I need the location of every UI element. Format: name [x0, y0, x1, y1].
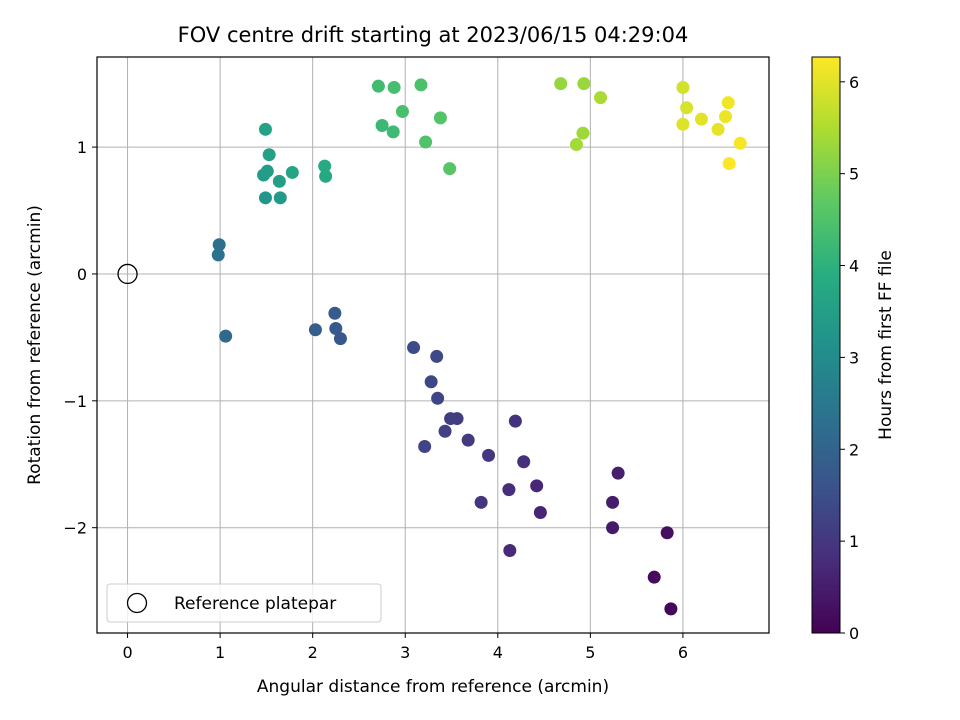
data-point	[272, 174, 286, 188]
data-point	[718, 110, 732, 124]
data-point	[517, 455, 531, 469]
chart-title: FOV centre drift starting at 2023/06/15 …	[178, 23, 689, 47]
data-point	[260, 164, 274, 178]
data-point	[711, 122, 725, 136]
data-point	[328, 306, 342, 320]
data-point	[333, 332, 347, 346]
data-point	[502, 483, 516, 497]
colorbar-ticks: 0 1 2 3 4 5 6	[840, 73, 859, 643]
data-point	[722, 157, 736, 171]
data-point	[606, 521, 620, 535]
x-tick-label: 4	[493, 643, 503, 662]
data-point	[285, 165, 299, 179]
y-tick-label: 0	[77, 265, 87, 284]
grid-lines	[97, 57, 769, 633]
data-point	[329, 322, 343, 336]
colorbar-tick-label: 0	[849, 624, 859, 643]
data-point	[660, 526, 674, 540]
data-point	[258, 122, 272, 136]
x-tick-label: 2	[308, 643, 318, 662]
data-point	[211, 248, 225, 262]
data-point	[430, 349, 444, 363]
data-point	[503, 544, 517, 558]
data-point	[733, 136, 747, 150]
colorbar-label: Hours from first FF file	[876, 250, 896, 440]
reference-point	[117, 263, 138, 285]
data-point	[533, 505, 547, 519]
colorbar-tick-label: 3	[849, 348, 859, 367]
colorbar: 0 1 2 3 4 5 6 Hours from first FF file	[811, 56, 896, 643]
data-point	[569, 138, 583, 152]
data-point	[419, 135, 433, 149]
data-point	[273, 191, 287, 205]
legend-reference-label: Reference platepar	[174, 594, 336, 614]
data-point	[508, 414, 522, 428]
data-point	[721, 96, 735, 110]
data-point	[443, 162, 457, 176]
data-point	[375, 119, 389, 133]
colorbar-gradient	[811, 56, 841, 634]
data-points	[211, 77, 747, 616]
data-point	[262, 148, 276, 162]
data-point	[606, 495, 620, 509]
x-tick-label: 6	[678, 643, 688, 662]
y-axis-ticks: −2 −1 0 1	[63, 138, 97, 538]
x-axis-ticks: 0 1 2 3 4 5 6	[122, 633, 688, 662]
data-point	[554, 77, 568, 91]
y-axis-label: Rotation from reference (arcmin)	[25, 205, 45, 485]
data-point	[318, 159, 332, 173]
data-point	[482, 448, 496, 462]
colorbar-tick-label: 5	[849, 165, 859, 184]
data-point	[387, 80, 401, 94]
y-tick-label: −2	[63, 519, 87, 538]
legend-box	[106, 583, 382, 623]
data-point	[212, 238, 226, 252]
data-point	[664, 602, 678, 616]
data-point	[308, 323, 322, 337]
data-point	[676, 117, 690, 131]
x-tick-label: 5	[585, 643, 595, 662]
colorbar-tick-label: 1	[849, 532, 859, 551]
data-point	[530, 479, 544, 493]
data-point	[414, 78, 428, 92]
x-tick-label: 1	[215, 643, 225, 662]
data-point	[371, 79, 385, 93]
data-point	[433, 111, 447, 125]
data-point	[676, 80, 690, 94]
x-tick-label: 0	[122, 643, 132, 662]
y-tick-label: 1	[77, 138, 87, 157]
data-point	[694, 112, 708, 126]
data-point	[431, 391, 445, 405]
data-point	[577, 77, 591, 91]
colorbar-tick-label: 4	[849, 257, 859, 276]
reference-marker	[117, 263, 138, 285]
data-point	[386, 125, 400, 139]
data-point	[219, 329, 233, 343]
legend: Reference platepar	[106, 583, 382, 623]
x-axis-label: Angular distance from reference (arcmin)	[257, 677, 609, 697]
colorbar-tick-label: 6	[849, 73, 859, 92]
data-point	[407, 341, 421, 355]
data-point	[594, 91, 608, 105]
data-point	[444, 412, 458, 426]
data-point	[424, 375, 438, 389]
legend-reference-marker	[126, 592, 148, 614]
data-point	[438, 424, 452, 438]
data-point	[680, 101, 694, 115]
colorbar-tick-label: 2	[849, 440, 859, 459]
data-point	[474, 495, 488, 509]
data-point	[576, 126, 590, 140]
data-point	[611, 466, 625, 480]
data-point	[258, 191, 272, 205]
plot-frame	[96, 56, 770, 634]
data-point	[418, 439, 432, 453]
data-point	[461, 433, 475, 447]
data-point	[395, 105, 409, 119]
x-tick-label: 3	[400, 643, 410, 662]
y-tick-label: −1	[63, 392, 87, 411]
data-point	[647, 570, 661, 584]
data-point	[319, 169, 333, 183]
